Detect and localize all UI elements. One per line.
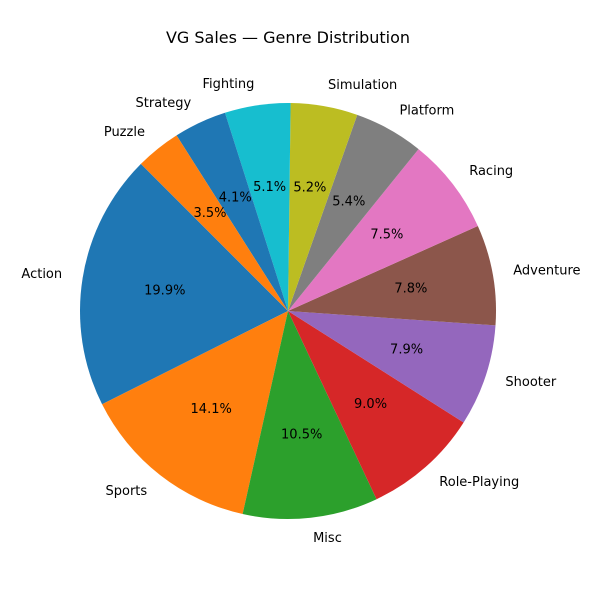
pie-slice-shooter: [288, 311, 496, 423]
percent-label-platform: 5.4%: [332, 195, 365, 210]
chart-title: VG Sales — Genre Distribution: [166, 28, 410, 47]
pie-slice-fighting: [224, 103, 291, 312]
percent-label-sports: 14.1%: [191, 402, 232, 417]
category-label-strategy: Strategy: [136, 96, 192, 111]
category-label-adventure: Adventure: [513, 263, 580, 278]
category-label-sports: Sports: [106, 484, 148, 499]
category-label-fighting: Fighting: [202, 77, 254, 92]
pie-slice-adventure: [288, 226, 496, 326]
percent-label-simulation: 5.2%: [293, 181, 326, 196]
percent-label-strategy: 4.1%: [219, 190, 252, 205]
pie-slice-action: [79, 163, 289, 405]
category-label-puzzle: Puzzle: [104, 125, 145, 140]
pie-labels: Action 19.9% Sports 14.1% Misc 10.5% Role-Play…: [21, 77, 580, 546]
percent-label-fighting: 5.1%: [253, 180, 286, 195]
category-label-shooter: Shooter: [505, 375, 556, 390]
percent-label-adventure: 7.8%: [394, 282, 427, 297]
pie-slice-platform: [288, 114, 419, 311]
percent-label-action: 19.9%: [144, 284, 185, 299]
pie-slice-role-playing: [288, 311, 464, 500]
category-label-simulation: Simulation: [328, 78, 397, 93]
percent-label-racing: 7.5%: [370, 227, 403, 242]
category-label-role-playing: Role-Playing: [439, 475, 519, 490]
percent-label-shooter: 7.9%: [390, 342, 423, 357]
pie-slice-puzzle: [140, 135, 288, 311]
category-label-action: Action: [21, 267, 62, 282]
category-label-racing: Racing: [469, 164, 513, 179]
pie-slice-strategy: [176, 112, 288, 311]
pie-slice-sports: [102, 311, 288, 514]
percent-label-role-playing: 9.0%: [354, 397, 387, 412]
percent-label-puzzle: 3.5%: [193, 206, 226, 221]
pie-slice-simulation: [288, 103, 358, 312]
pie-slices: [79, 103, 496, 519]
pie-slice-racing: [288, 149, 478, 311]
category-label-platform: Platform: [399, 104, 454, 119]
percent-label-misc: 10.5%: [281, 428, 322, 443]
category-label-misc: Misc: [313, 531, 342, 546]
pie-slice-misc: [242, 311, 377, 519]
